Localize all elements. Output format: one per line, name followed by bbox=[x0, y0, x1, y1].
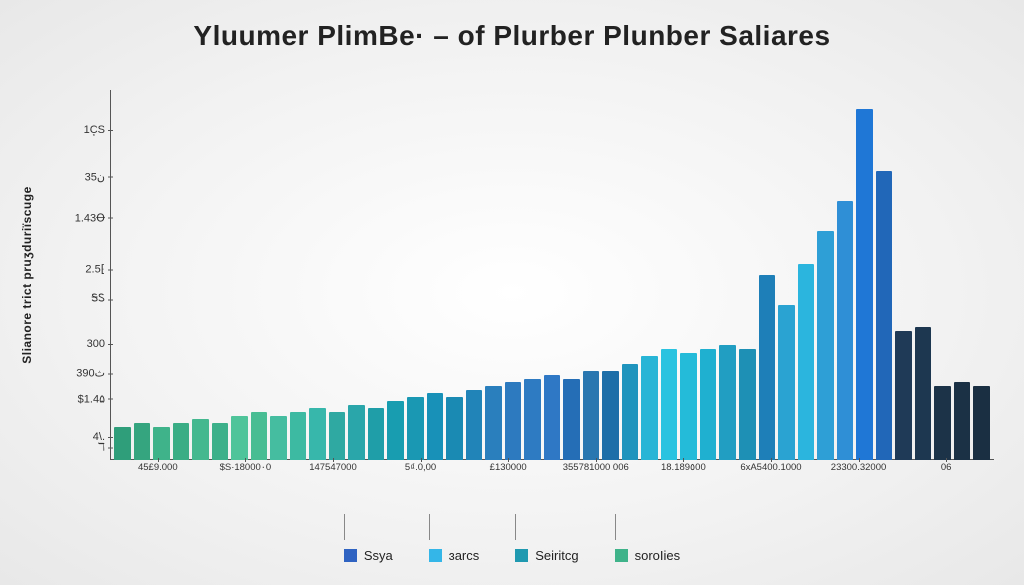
bar bbox=[798, 264, 815, 460]
bar bbox=[661, 349, 678, 460]
bar bbox=[680, 353, 697, 460]
x-tick: 5₫.0,00 bbox=[377, 462, 465, 492]
legend-item: soroIies bbox=[615, 548, 681, 563]
bar bbox=[622, 364, 639, 460]
x-tick: 147547000 bbox=[289, 462, 377, 492]
bar bbox=[134, 423, 151, 460]
legend-item: ɜarcs bbox=[429, 548, 480, 563]
bar bbox=[856, 109, 873, 461]
title-segment-1: Yluumer PlimBe· bbox=[193, 20, 425, 51]
bar bbox=[934, 386, 951, 460]
y-axis-label: Slianore trict pruʒduriïscuge bbox=[18, 90, 36, 460]
x-tick: £130000 bbox=[464, 462, 552, 492]
x-tick: 18.189٥00 bbox=[640, 462, 728, 492]
bar bbox=[192, 419, 209, 460]
legend-label: ɜarcs bbox=[449, 548, 480, 563]
bar bbox=[231, 416, 248, 460]
bar bbox=[212, 423, 229, 460]
bar bbox=[407, 397, 424, 460]
bar bbox=[602, 371, 619, 460]
bar bbox=[876, 171, 893, 460]
bar bbox=[524, 379, 541, 460]
bar bbox=[817, 231, 834, 460]
bar bbox=[505, 382, 522, 460]
x-tick: 355781000 006 bbox=[552, 462, 640, 492]
legend-swatch bbox=[429, 549, 442, 562]
bar bbox=[427, 393, 444, 460]
plot-area: ℸ4\.$1.4۵39ث0300ᎦᏚ2.5⁅1.43Ꝋ35ن1C͙S bbox=[110, 90, 994, 460]
bar bbox=[759, 275, 776, 460]
bar bbox=[309, 408, 326, 460]
bar bbox=[446, 397, 463, 460]
legend-swatch bbox=[515, 549, 528, 562]
bar bbox=[329, 412, 346, 460]
chart-title: Yluumer PlimBe· – of Plurber Plunber Sal… bbox=[0, 20, 1024, 52]
bar bbox=[954, 382, 971, 460]
bar bbox=[290, 412, 307, 460]
y-tick: 4\. bbox=[50, 431, 105, 443]
bar bbox=[973, 386, 990, 460]
y-tick: 35ن bbox=[50, 170, 105, 183]
bar bbox=[270, 416, 287, 460]
y-tick: 39ث0 bbox=[50, 367, 105, 380]
y-tick: 300 bbox=[50, 338, 105, 350]
bar bbox=[719, 345, 736, 460]
legend-label: soroIies bbox=[635, 548, 681, 563]
bar bbox=[387, 401, 404, 460]
bar bbox=[700, 349, 717, 460]
bar bbox=[583, 371, 600, 460]
bar bbox=[114, 427, 131, 460]
bar bbox=[544, 375, 561, 460]
bars-container bbox=[114, 90, 990, 460]
legend-swatch bbox=[344, 549, 357, 562]
bar bbox=[895, 331, 912, 461]
bar bbox=[173, 423, 190, 460]
bar bbox=[466, 390, 483, 460]
bar-chart: Yluumer PlimBe· – of Plurber Plunber Sal… bbox=[0, 0, 1024, 585]
x-tick: 45£9.000 bbox=[114, 462, 202, 492]
bar bbox=[739, 349, 756, 460]
x-tick: $S·18000٠0 bbox=[202, 462, 290, 492]
bar bbox=[348, 405, 365, 461]
bar bbox=[485, 386, 502, 460]
bar bbox=[153, 427, 170, 460]
bar bbox=[368, 408, 385, 460]
y-tick: 1.43Ꝋ bbox=[50, 211, 105, 224]
x-ticks: 45£9.000$S·18000٠01475470005₫.0,00£13000… bbox=[114, 462, 990, 492]
legend-item: Seiritcg bbox=[515, 548, 578, 563]
bar bbox=[778, 305, 795, 460]
bar bbox=[563, 379, 580, 460]
x-tick: 23300.32000 bbox=[815, 462, 903, 492]
y-tick: 1C͙S bbox=[50, 124, 105, 136]
legend-swatch bbox=[615, 549, 628, 562]
y-tick: 2.5⁅ bbox=[50, 263, 105, 276]
bar bbox=[641, 356, 658, 460]
y-tick: ᎦᏚ bbox=[50, 293, 105, 306]
x-tick: 6xA5400.1000 bbox=[727, 462, 815, 492]
y-axis-label-text: Slianore trict pruʒduriïscuge bbox=[20, 186, 34, 364]
bar bbox=[837, 201, 854, 460]
title-segment-2: – of bbox=[425, 20, 493, 51]
bar bbox=[251, 412, 268, 460]
x-tick: 06 bbox=[902, 462, 990, 492]
bar bbox=[915, 327, 932, 460]
y-tick: $1.4۵ bbox=[50, 392, 105, 405]
legend-label: Seiritcg bbox=[535, 548, 578, 563]
legend: Ssya ɜarcs Seiritcg soroIies bbox=[0, 548, 1024, 563]
title-segment-3: Plurber Plunber Saliares bbox=[493, 20, 830, 51]
legend-item: Ssya bbox=[344, 548, 393, 563]
legend-label: Ssya bbox=[364, 548, 393, 563]
